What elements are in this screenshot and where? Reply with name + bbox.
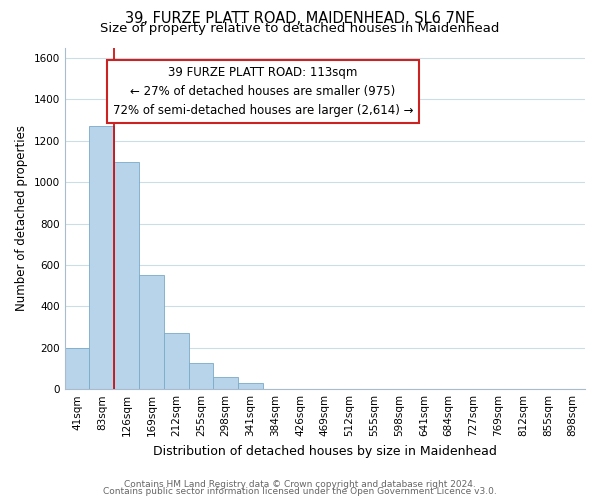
Bar (238, 383, 263, 389)
Text: Contains HM Land Registry data © Crown copyright and database right 2024.: Contains HM Land Registry data © Crown c… (124, 480, 476, 489)
Bar (214, 377, 238, 389)
Text: Size of property relative to detached houses in Maidenhead: Size of property relative to detached ho… (100, 22, 500, 35)
Y-axis label: Number of detached properties: Number of detached properties (15, 126, 28, 312)
Bar (89, 126, 114, 389)
Bar (188, 364, 214, 389)
Text: 39 FURZE PLATT ROAD: 113sqm
← 27% of detached houses are smaller (975)
72% of se: 39 FURZE PLATT ROAD: 113sqm ← 27% of det… (113, 66, 413, 117)
Bar (114, 162, 139, 389)
Bar (65, 348, 89, 389)
Text: 39, FURZE PLATT ROAD, MAIDENHEAD, SL6 7NE: 39, FURZE PLATT ROAD, MAIDENHEAD, SL6 7N… (125, 11, 475, 26)
X-axis label: Distribution of detached houses by size in Maidenhead: Distribution of detached houses by size … (153, 444, 497, 458)
Bar (164, 334, 188, 389)
Text: Contains public sector information licensed under the Open Government Licence v3: Contains public sector information licen… (103, 488, 497, 496)
Bar (139, 276, 164, 389)
